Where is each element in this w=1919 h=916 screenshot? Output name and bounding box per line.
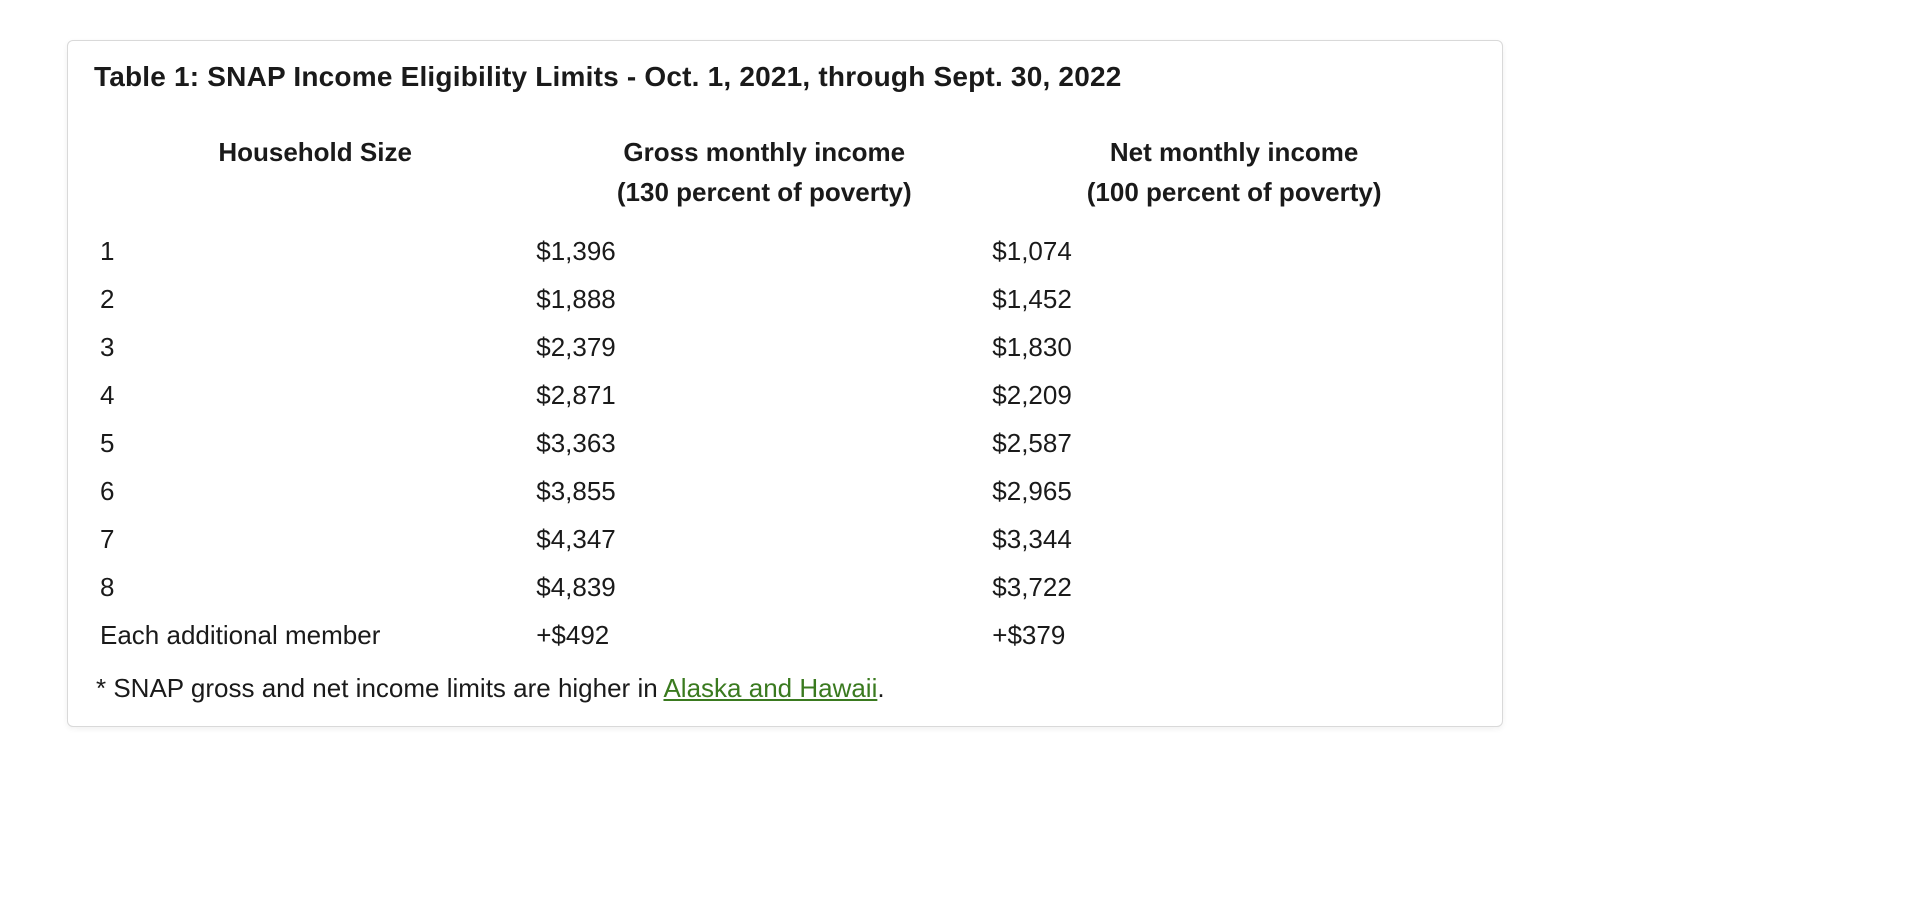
cell-size: Each additional member [94, 611, 536, 659]
footnote-link[interactable]: Alaska and Hawaii [663, 673, 877, 703]
col-household: Household Size [94, 131, 536, 227]
cell-gross: $3,363 [536, 419, 992, 467]
cell-net: +$379 [992, 611, 1476, 659]
cell-net: $1,830 [992, 323, 1476, 371]
cell-net: $2,965 [992, 467, 1476, 515]
col-gross: Gross monthly income (130 percent of pov… [536, 131, 992, 227]
table-card: Table 1: SNAP Income Eligibility Limits … [67, 40, 1503, 727]
table-footnote: * SNAP gross and net income limits are h… [94, 659, 1476, 708]
cell-size: 5 [94, 419, 536, 467]
col-household-label: Household Size [218, 137, 412, 167]
cell-size: 6 [94, 467, 536, 515]
col-net-line1: Net monthly income [1110, 137, 1358, 167]
cell-gross: $2,871 [536, 371, 992, 419]
col-net-line2: (100 percent of poverty) [1087, 177, 1382, 207]
cell-net: $1,452 [992, 275, 1476, 323]
table-row: 8 $4,839 $3,722 [94, 563, 1476, 611]
table-row: 2 $1,888 $1,452 [94, 275, 1476, 323]
income-table: Household Size Gross monthly income (130… [94, 131, 1476, 659]
table-row: 5 $3,363 $2,587 [94, 419, 1476, 467]
cell-gross: +$492 [536, 611, 992, 659]
cell-size: 8 [94, 563, 536, 611]
footnote-suffix: . [877, 673, 884, 703]
table-row: 7 $4,347 $3,344 [94, 515, 1476, 563]
col-gross-line2: (130 percent of poverty) [617, 177, 912, 207]
col-net: Net monthly income (100 percent of pover… [992, 131, 1476, 227]
cell-gross: $3,855 [536, 467, 992, 515]
cell-gross: $1,888 [536, 275, 992, 323]
cell-net: $3,344 [992, 515, 1476, 563]
table-row: 6 $3,855 $2,965 [94, 467, 1476, 515]
table-header-row: Household Size Gross monthly income (130… [94, 131, 1476, 227]
table-row: Each additional member +$492 +$379 [94, 611, 1476, 659]
cell-gross: $1,396 [536, 227, 992, 275]
cell-net: $1,074 [992, 227, 1476, 275]
table-title: Table 1: SNAP Income Eligibility Limits … [94, 55, 1476, 131]
table-row: 1 $1,396 $1,074 [94, 227, 1476, 275]
col-gross-line1: Gross monthly income [623, 137, 905, 167]
cell-size: 2 [94, 275, 536, 323]
cell-net: $2,209 [992, 371, 1476, 419]
cell-net: $2,587 [992, 419, 1476, 467]
cell-size: 7 [94, 515, 536, 563]
footnote-prefix: * SNAP gross and net income limits are h… [96, 673, 663, 703]
table-row: 4 $2,871 $2,209 [94, 371, 1476, 419]
cell-gross: $4,839 [536, 563, 992, 611]
cell-gross: $2,379 [536, 323, 992, 371]
cell-net: $3,722 [992, 563, 1476, 611]
cell-size: 1 [94, 227, 536, 275]
table-row: 3 $2,379 $1,830 [94, 323, 1476, 371]
cell-gross: $4,347 [536, 515, 992, 563]
cell-size: 4 [94, 371, 536, 419]
cell-size: 3 [94, 323, 536, 371]
